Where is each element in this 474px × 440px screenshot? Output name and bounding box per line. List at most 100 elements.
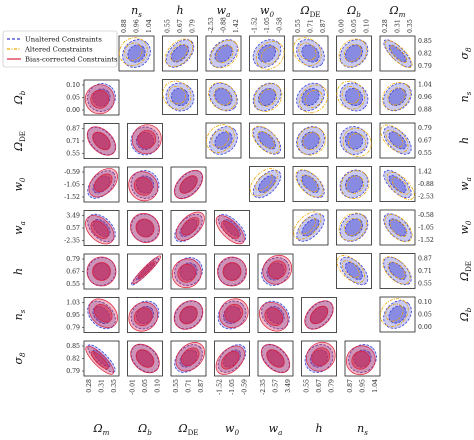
upper-panel bbox=[336, 35, 372, 72]
row-tick-label: 0.71 bbox=[66, 138, 80, 145]
altered-contour bbox=[343, 217, 362, 236]
col-label: w0 bbox=[260, 4, 274, 19]
unaltered-contour bbox=[171, 44, 189, 63]
lower-panel bbox=[83, 123, 120, 159]
altered-contour bbox=[338, 38, 368, 68]
row-tick-label: 1.42 bbox=[418, 169, 432, 176]
row-tick-label: 0.55 bbox=[66, 281, 80, 288]
upper-panel bbox=[249, 79, 285, 115]
col-label: ns bbox=[131, 4, 142, 19]
lower-panel bbox=[301, 297, 337, 333]
lower-panel bbox=[214, 253, 250, 290]
unaltered-contour bbox=[252, 126, 282, 155]
col-tick-label: 0.57 bbox=[273, 379, 280, 393]
row-tick-label: 0.87 bbox=[66, 126, 80, 133]
col-tick-label: 0.95 bbox=[360, 379, 367, 393]
row-label: h bbox=[458, 137, 471, 144]
col-tick-label: 0.28 bbox=[382, 19, 389, 33]
row-tick-label: 0.85 bbox=[418, 38, 432, 45]
row-label: w0 bbox=[12, 177, 27, 191]
bias-corrected-contour bbox=[222, 262, 242, 281]
altered-contour bbox=[254, 173, 273, 191]
altered-contour bbox=[249, 168, 278, 197]
panel-frame bbox=[336, 209, 372, 246]
altered-contour bbox=[304, 89, 323, 108]
upper-panel bbox=[162, 35, 198, 72]
altered-contour bbox=[338, 212, 368, 242]
lower-panel bbox=[127, 340, 163, 377]
legend-label: Unaltered Constraints bbox=[25, 36, 102, 44]
altered-contour bbox=[215, 45, 234, 64]
altered-contour bbox=[302, 132, 321, 151]
legend-label: Altered Constraints bbox=[24, 46, 93, 54]
bias-corrected-contour bbox=[221, 220, 240, 239]
panel-frame bbox=[292, 79, 329, 115]
altered-contour bbox=[382, 256, 411, 285]
altered-contour bbox=[348, 133, 367, 152]
altered-contour bbox=[385, 303, 404, 322]
col-label: Ωb bbox=[137, 422, 152, 437]
col-tick-label: 0.35 bbox=[111, 379, 118, 393]
col-tick-label: -2.53 bbox=[208, 17, 215, 33]
lower-panel bbox=[170, 340, 207, 377]
panel-frame bbox=[336, 35, 372, 72]
bias-corrected-contour bbox=[137, 260, 156, 279]
col-tick-label: 0.71 bbox=[186, 379, 193, 393]
row-tick-label: 0.67 bbox=[418, 138, 432, 145]
row-label: h bbox=[12, 268, 25, 275]
col-tick-label: 0.55 bbox=[165, 19, 172, 33]
altered-contour bbox=[211, 129, 230, 148]
row-label: σ8 bbox=[12, 352, 27, 365]
altered-contour bbox=[346, 175, 365, 194]
altered-contour bbox=[336, 80, 366, 110]
lower-panel bbox=[83, 210, 120, 246]
col-tick-label: -0.58 bbox=[277, 17, 284, 33]
lower-panel bbox=[301, 340, 337, 377]
row-tick-label: 0.79 bbox=[418, 63, 432, 70]
altered-contour bbox=[385, 129, 404, 148]
row-tick-label: 0.05 bbox=[418, 312, 432, 319]
lower-panel bbox=[214, 210, 250, 246]
col-tick-label: 0.28 bbox=[86, 379, 93, 393]
col-tick-label: 0.55 bbox=[304, 379, 311, 393]
lower-panel bbox=[257, 253, 294, 290]
bias-corrected-contour bbox=[181, 217, 200, 236]
unaltered-contour bbox=[296, 169, 325, 199]
lower-panel bbox=[170, 253, 207, 290]
lower-panel bbox=[127, 253, 163, 290]
altered-contour bbox=[387, 87, 406, 106]
col-tick-label: 0.71 bbox=[308, 19, 315, 33]
upper-panel bbox=[249, 35, 285, 72]
upper-panel bbox=[379, 166, 416, 202]
row-tick-label: 0.10 bbox=[66, 82, 80, 89]
col-tick-label: 0.79 bbox=[329, 379, 336, 393]
row-tick-label: 0.95 bbox=[66, 312, 80, 319]
legend-box bbox=[2, 30, 118, 68]
col-tick-label: -2.35 bbox=[260, 379, 267, 395]
bias-corrected-contour bbox=[181, 347, 200, 366]
bias-corrected-contour bbox=[309, 305, 329, 325]
panel-frame bbox=[292, 122, 329, 159]
upper-panel bbox=[336, 253, 372, 289]
unaltered-contour bbox=[388, 305, 407, 324]
bias-corrected-contour bbox=[92, 262, 111, 281]
upper-panel bbox=[292, 35, 329, 72]
upper-panel bbox=[379, 122, 416, 159]
altered-contour bbox=[299, 84, 328, 114]
lower-panel bbox=[257, 297, 294, 333]
row-tick-label: -0.58 bbox=[418, 212, 434, 219]
upper-panel bbox=[379, 209, 416, 246]
lower-panel bbox=[344, 340, 381, 377]
upper-panel bbox=[379, 253, 416, 289]
col-label: wa bbox=[217, 4, 231, 19]
row-label: wa bbox=[458, 177, 473, 191]
col-label: h bbox=[315, 422, 322, 435]
bias-corrected-contour bbox=[266, 349, 285, 368]
lower-panel bbox=[83, 340, 120, 377]
row-tick-label: 0.67 bbox=[66, 269, 80, 276]
altered-contour bbox=[380, 298, 409, 327]
col-tick-label: 1.04 bbox=[146, 19, 153, 33]
lower-panel bbox=[170, 297, 207, 333]
upper-panel bbox=[379, 296, 416, 333]
altered-contour bbox=[206, 124, 235, 153]
